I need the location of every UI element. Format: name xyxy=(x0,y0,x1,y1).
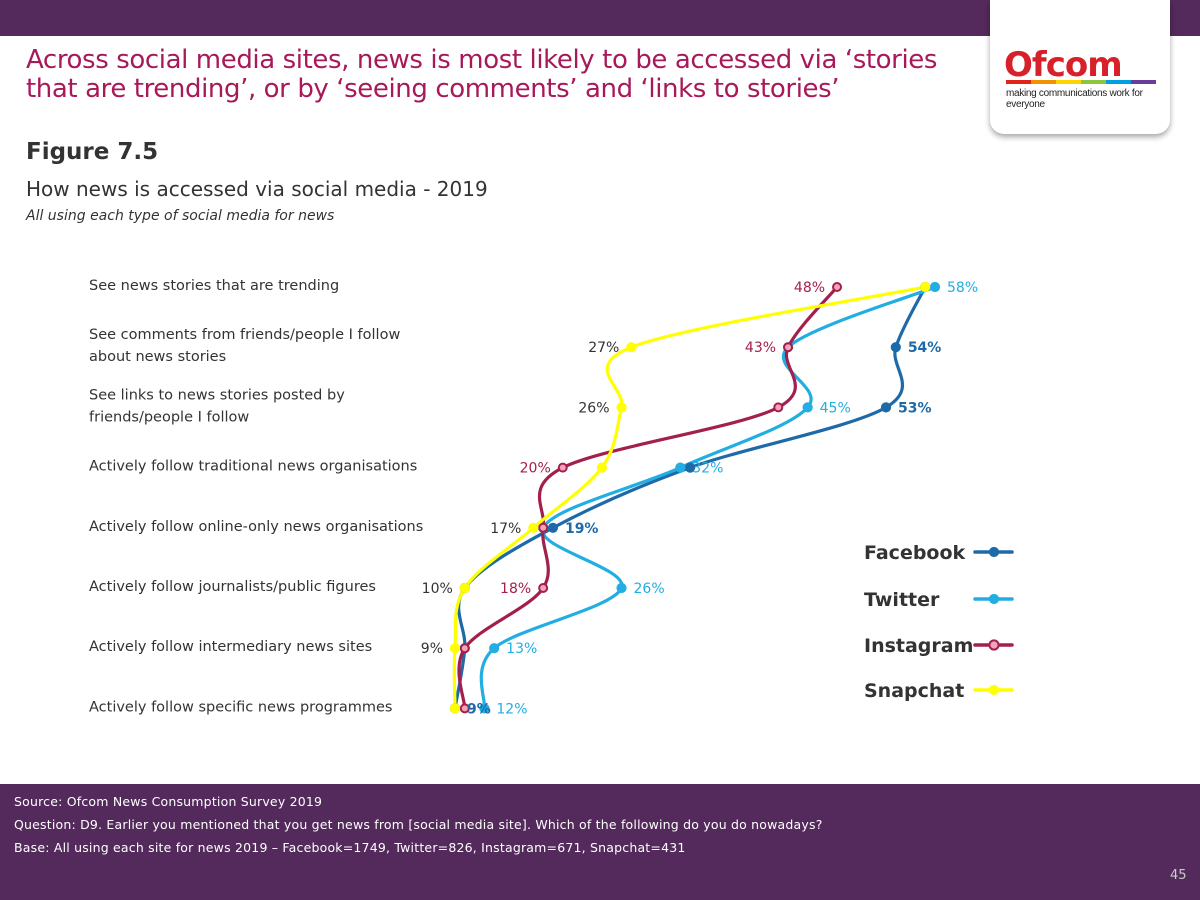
snapchat-value-label-7: 9% xyxy=(421,641,443,657)
twitter-point-8 xyxy=(479,703,490,714)
facebook-point-4 xyxy=(685,462,696,473)
legend-label-facebook: Facebook xyxy=(864,542,966,564)
twitter-point-7 xyxy=(489,643,500,654)
snapchat-point-2 xyxy=(626,342,637,353)
slide-headline: Across social media sites, news is most … xyxy=(26,45,938,104)
category-label-5: Actively follow online-only news organis… xyxy=(89,519,423,535)
category-label-1: See news stories that are trending xyxy=(89,278,339,294)
logo-wordmark: Ofcom xyxy=(1004,45,1123,85)
footer-base: Base: All using each site for news 2019 … xyxy=(14,840,686,855)
twitter-value-label-7: 13% xyxy=(506,641,537,657)
legend-marker-snapchat xyxy=(988,684,1000,696)
facebook-point-2 xyxy=(890,342,901,353)
chart-legend: Facebook Twitter Instagram Snapchat xyxy=(864,542,1014,702)
snapchat-point-1 xyxy=(920,281,931,293)
snapchat-point-4 xyxy=(596,462,608,473)
chart-subtitle: All using each type of social media for … xyxy=(26,208,335,224)
twitter-point-1 xyxy=(929,281,941,293)
instagram-point-3 xyxy=(773,402,784,413)
category-label-8: Actively follow specific news programmes xyxy=(89,699,392,715)
category-label-6: Actively follow journalists/public figur… xyxy=(89,579,376,595)
footer-question: Question: D9. Earlier you mentioned that… xyxy=(14,817,823,832)
facebook-value-label-8: 9% xyxy=(467,701,491,717)
instagram-point-5 xyxy=(538,522,549,533)
snapchat-point-8 xyxy=(449,703,461,714)
legend-label-twitter: Twitter xyxy=(864,589,940,611)
snapchat-value-label-2: 27% xyxy=(588,340,619,356)
snapchat-value-label-3: 26% xyxy=(578,400,609,416)
category-label-4: Actively follow traditional news organis… xyxy=(89,459,417,475)
legend-label-instagram: Instagram xyxy=(864,635,973,657)
snapchat-value-label-6: 10% xyxy=(422,581,453,597)
figure-label: Figure 7.5 xyxy=(26,139,159,165)
instagram-value-label-4: 20% xyxy=(520,461,551,477)
twitter-point-6 xyxy=(616,582,627,594)
snapchat-point-5 xyxy=(528,522,539,533)
category-label-2: See comments from friends/people I follo… xyxy=(89,327,400,365)
twitter-value-label-4: 32% xyxy=(692,461,723,477)
snapchat-point-7 xyxy=(449,643,461,654)
twitter-point-3 xyxy=(802,402,813,413)
page-number: 45 xyxy=(1170,868,1187,883)
instagram-point-7 xyxy=(459,643,470,654)
series-points xyxy=(449,281,941,714)
legend-marker-twitter xyxy=(988,593,1000,605)
news-access-chart: See news stories that are trending See co… xyxy=(89,278,1014,717)
instagram-point-8 xyxy=(459,703,470,714)
twitter-value-label-3: 45% xyxy=(820,400,851,416)
logo-stripe xyxy=(1006,80,1156,84)
facebook-value-label-2: 54% xyxy=(908,340,942,356)
instagram-point-4 xyxy=(557,462,568,473)
twitter-value-label-1: 58% xyxy=(947,280,978,296)
category-labels: See news stories that are trending See co… xyxy=(89,278,423,715)
logo-tagline: making communications work for everyone xyxy=(1006,88,1143,110)
instagram-line xyxy=(457,285,839,710)
category-label-7: Actively follow intermediary news sites xyxy=(89,639,372,655)
instagram-value-label-6: 18% xyxy=(500,581,531,597)
twitter-value-label-6: 26% xyxy=(634,581,665,597)
instagram-value-label-2: 43% xyxy=(745,340,776,356)
instagram-point-6 xyxy=(538,583,549,593)
legend-marker-facebook xyxy=(988,546,1000,558)
facebook-value-label-3: 53% xyxy=(898,400,932,416)
twitter-value-label-8: 12% xyxy=(496,701,527,717)
facebook-value-label-5: 19% xyxy=(565,521,599,537)
facebook-line xyxy=(453,285,927,710)
facebook-point-5 xyxy=(547,522,559,533)
snapchat-point-3 xyxy=(616,402,627,413)
instagram-value-label-1: 48% xyxy=(794,280,825,296)
instagram-point-2 xyxy=(783,342,794,353)
snapchat-point-6 xyxy=(459,582,470,594)
footer: Source: Ofcom News Consumption Survey 20… xyxy=(0,784,1200,900)
snapchat-value-label-5: 17% xyxy=(490,521,521,537)
ofcom-logo: Ofcom making communications work for eve… xyxy=(990,0,1170,134)
category-label-3: See links to news stories posted by frien… xyxy=(89,387,345,425)
chart-title: How news is accessed via social media - … xyxy=(26,177,488,201)
footer-source: Source: Ofcom News Consumption Survey 20… xyxy=(14,794,323,809)
facebook-point-3 xyxy=(880,402,892,413)
legend-label-snapchat: Snapchat xyxy=(864,680,964,702)
legend-marker-instagram xyxy=(988,639,1000,651)
twitter-point-4 xyxy=(675,462,686,473)
value-labels: 54% 53% 19% 9% 58% 45% 32% 26% 13% 12% 48% 43% 20% 18… xyxy=(421,280,978,717)
instagram-point-1 xyxy=(832,282,843,292)
